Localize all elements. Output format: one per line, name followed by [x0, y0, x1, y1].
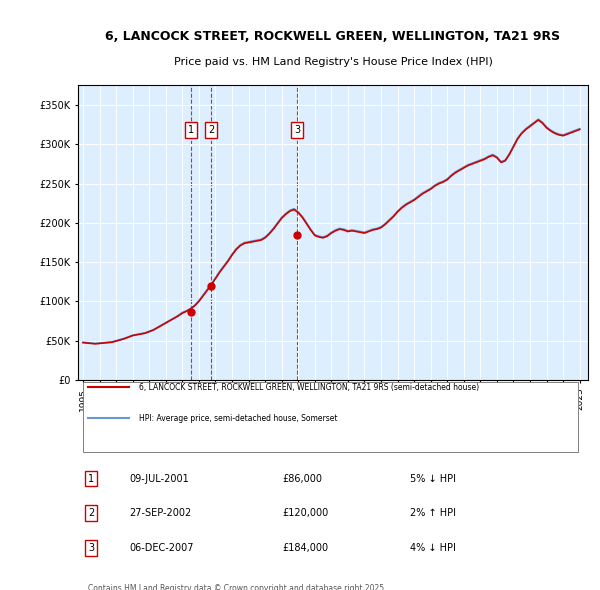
Text: £184,000: £184,000 [282, 543, 328, 553]
Text: 09-JUL-2001: 09-JUL-2001 [129, 474, 189, 484]
Text: 5% ↓ HPI: 5% ↓ HPI [409, 474, 455, 484]
Text: HPI: Average price, semi-detached house, Somerset: HPI: Average price, semi-detached house,… [139, 414, 338, 423]
Text: 27-SEP-2002: 27-SEP-2002 [129, 509, 191, 519]
Text: 2: 2 [208, 124, 214, 135]
Text: 1: 1 [88, 474, 94, 484]
Text: £86,000: £86,000 [282, 474, 322, 484]
Text: 6, LANCOCK STREET, ROCKWELL GREEN, WELLINGTON, TA21 9RS (semi-detached house): 6, LANCOCK STREET, ROCKWELL GREEN, WELLI… [139, 383, 479, 392]
FancyBboxPatch shape [83, 382, 578, 452]
Text: 6, LANCOCK STREET, ROCKWELL GREEN, WELLINGTON, TA21 9RS: 6, LANCOCK STREET, ROCKWELL GREEN, WELLI… [106, 30, 560, 43]
Text: 1: 1 [188, 124, 194, 135]
Text: 3: 3 [88, 543, 94, 553]
Text: 2: 2 [88, 509, 94, 519]
Text: 06-DEC-2007: 06-DEC-2007 [129, 543, 193, 553]
Text: £120,000: £120,000 [282, 509, 328, 519]
Text: Contains HM Land Registry data © Crown copyright and database right 2025.
This d: Contains HM Land Registry data © Crown c… [88, 585, 387, 590]
Text: 2% ↑ HPI: 2% ↑ HPI [409, 509, 455, 519]
Text: 4% ↓ HPI: 4% ↓ HPI [409, 543, 455, 553]
Text: Price paid vs. HM Land Registry's House Price Index (HPI): Price paid vs. HM Land Registry's House … [173, 57, 493, 67]
Text: 3: 3 [294, 124, 300, 135]
